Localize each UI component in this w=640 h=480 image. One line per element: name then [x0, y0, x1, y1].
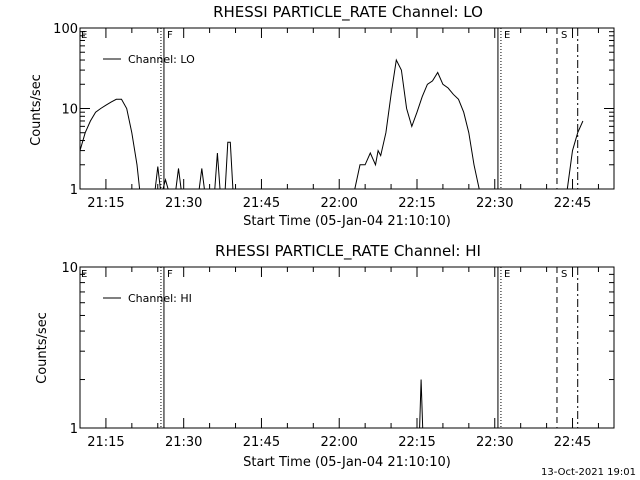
chart-title: RHESSI PARTICLE_RATE Channel: LO: [213, 3, 483, 22]
x-tick-label: 22:15: [398, 435, 435, 450]
x-tick-label: 22:15: [398, 196, 435, 211]
y-tick-label: 1: [70, 183, 78, 198]
x-axis-label: Start Time (05-Jan-04 21:10:10): [243, 455, 451, 470]
x-tick-label: 21:15: [87, 196, 124, 211]
x-tick-label: 21:30: [165, 435, 202, 450]
event-marker-label: E: [81, 269, 87, 280]
event-marker-label: S: [561, 30, 567, 41]
series-line: [419, 379, 424, 429]
series-line: [198, 168, 205, 190]
plot-frame: [79, 266, 615, 429]
event-marker-label: E: [81, 30, 87, 41]
series-line: [354, 58, 480, 190]
series-line: [175, 168, 182, 190]
series-line: [566, 120, 584, 190]
x-tick-label: 22:00: [320, 435, 357, 450]
y-tick-label: 1: [70, 422, 78, 437]
legend-label: Channel: HI: [128, 292, 192, 305]
x-tick-label: 22:30: [476, 435, 513, 450]
y-axis-label: Counts/sec: [35, 312, 50, 384]
x-tick-label: 21:30: [165, 196, 202, 211]
y-tick-label: 100: [53, 22, 78, 37]
event-marker-label: F: [167, 30, 173, 41]
x-tick-label: 22:30: [476, 196, 513, 211]
x-tick-label: 22:45: [554, 435, 591, 450]
x-tick-label: 21:45: [243, 435, 280, 450]
y-axis-label: Counts/sec: [29, 74, 44, 146]
hi-channel-panel: RHESSI PARTICLE_RATE Channel: HI Start T…: [35, 242, 615, 470]
series-line: [154, 166, 161, 190]
x-tick-label: 22:45: [554, 196, 591, 211]
y-tick-label: 10: [61, 261, 78, 276]
x-tick-label: 21:15: [87, 435, 124, 450]
y-tick-label: 10: [61, 103, 78, 118]
series-line: [79, 98, 141, 190]
lo-channel-panel: RHESSI PARTICLE_RATE Channel: LO Start T…: [29, 3, 615, 229]
legend-label: Channel: LO: [128, 53, 195, 66]
event-marker-label: E: [504, 30, 510, 41]
chart-title: RHESSI PARTICLE_RATE Channel: HI: [215, 242, 481, 261]
series-line: [224, 141, 234, 190]
x-tick-label: 21:45: [243, 196, 280, 211]
event-marker-label: E: [504, 269, 510, 280]
event-marker-label: S: [561, 269, 567, 280]
series-line: [214, 152, 221, 190]
footer-date: 13-Oct-2021 19:01: [541, 467, 636, 478]
series-line: [162, 177, 169, 190]
x-axis-label: Start Time (05-Jan-04 21:10:10): [243, 214, 451, 229]
x-tick-label: 22:00: [320, 196, 357, 211]
event-marker-label: F: [167, 269, 173, 280]
